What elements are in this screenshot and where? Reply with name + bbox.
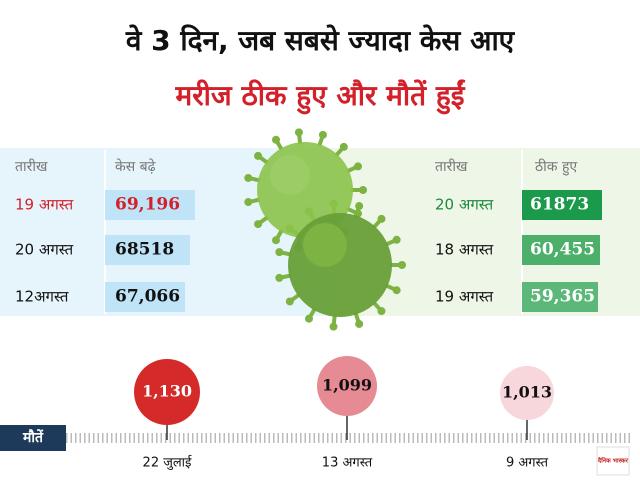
spike-tip (272, 135, 280, 144)
value-bar (522, 282, 598, 312)
value-bar (105, 190, 195, 220)
date: 20 अगस्त (15, 241, 74, 259)
spike-tip (254, 220, 263, 229)
spike-tip (392, 286, 401, 295)
subtitle: मरीज ठीक हुए और मौतें हुईं (174, 79, 465, 115)
date: 19 अगस्त (435, 288, 494, 306)
value: 67,066 (115, 287, 180, 307)
spike-tip (377, 214, 386, 223)
spike-tip (275, 248, 284, 257)
virus-illustration (244, 128, 406, 331)
spike-tip (355, 319, 364, 328)
spike-tip (275, 273, 284, 282)
death-date: 13 अगस्त (322, 456, 373, 471)
spike-tip (392, 235, 401, 244)
value-bar (105, 282, 185, 312)
logo: दैनिक भास्कर (597, 457, 628, 465)
header: तारीख (15, 158, 48, 175)
death-date: 22 जुलाई (143, 455, 193, 471)
spike-tip (244, 198, 253, 207)
spike-tip (339, 142, 348, 151)
logo-box (596, 446, 630, 476)
death-value: 1,130 (142, 382, 192, 401)
spike-tip (377, 307, 386, 316)
header: तारीख (435, 158, 468, 175)
death-circle (500, 366, 554, 420)
value-bar (522, 235, 600, 265)
deaths-label-box (0, 425, 66, 451)
date: 12अगस्त (15, 288, 69, 306)
value: 61873 (530, 195, 589, 215)
header: केस बढ़े (115, 158, 157, 175)
spike-tip (254, 151, 263, 160)
value: 68518 (115, 240, 174, 260)
value: 69,196 (115, 195, 180, 215)
date: 18 अगस्त (435, 241, 494, 259)
death-date: 9 अगस्त (506, 456, 549, 471)
spike-tip (359, 186, 367, 194)
value-bar (522, 190, 602, 220)
spike-tip (272, 236, 280, 245)
value: 59,365 (530, 287, 595, 307)
spike-tip (294, 128, 303, 137)
spike-tip (353, 162, 362, 171)
spike-tip (244, 173, 253, 182)
spike-tip (398, 261, 406, 269)
deaths-label: मौतें (22, 429, 44, 446)
spike-tip (355, 202, 364, 211)
spike-tip (285, 297, 294, 306)
header: ठीक हुए (535, 158, 577, 176)
title: वे 3 दिन, जब सबसे ज्यादा केस आए (125, 24, 516, 57)
spike-tip (305, 314, 313, 323)
death-value: 1,013 (502, 383, 552, 402)
value-bar (105, 235, 190, 265)
death-circle (317, 356, 377, 416)
value: 60,455 (530, 240, 595, 260)
date: 19 अगस्त (15, 196, 74, 214)
date: 20 अगस्त (435, 196, 494, 214)
spike-tip (329, 322, 338, 331)
spike-tip (318, 130, 327, 139)
death-value: 1,099 (322, 376, 372, 395)
death-circle (134, 359, 200, 425)
